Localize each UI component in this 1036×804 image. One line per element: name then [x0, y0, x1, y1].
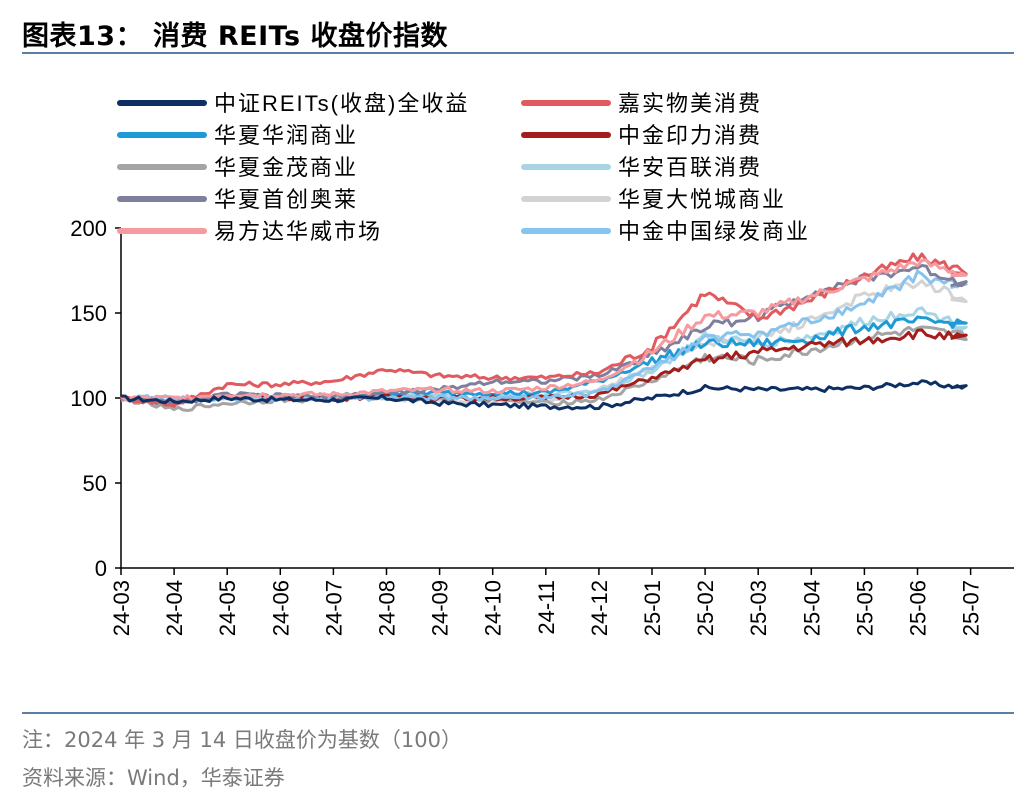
- series-line: [120, 379, 968, 411]
- legend-label: 中证REITs(收盘)全收益: [214, 91, 469, 116]
- x-tick-label: 25-07: [959, 580, 984, 636]
- legend-label: 华夏金茂商业: [214, 155, 358, 180]
- legend-label: 华夏大悦城商业: [618, 187, 786, 212]
- x-tick-label: 24-06: [268, 580, 293, 636]
- x-tick-label: 25-02: [693, 580, 718, 636]
- x-tick-label: 24-07: [321, 580, 346, 636]
- legend-label: 华夏首创奥莱: [214, 187, 358, 212]
- series-line: [120, 252, 968, 408]
- x-tick-label: 24-10: [481, 580, 506, 636]
- series-line: [120, 258, 968, 402]
- data-source: 资料来源：Wind，华泰证券: [22, 766, 285, 790]
- x-tick-label: 24-09: [428, 580, 453, 636]
- legend-label: 易方达华威市场: [214, 219, 382, 244]
- legend-label: 中金印力消费: [618, 123, 762, 148]
- y-tick-label: 150: [70, 301, 107, 326]
- y-tick-label: 0: [95, 556, 107, 581]
- x-tick-label: 25-03: [746, 580, 771, 636]
- legend-label: 中金中国绿发商业: [618, 219, 810, 244]
- x-tick-label: 24-12: [587, 580, 612, 636]
- x-tick-label: 24-03: [109, 580, 134, 636]
- x-tick-label: 25-04: [799, 580, 824, 636]
- legend-label: 嘉实物美消费: [618, 91, 762, 116]
- x-tick-label: 25-01: [640, 580, 665, 636]
- series-line: [120, 325, 968, 412]
- notes-divider: [22, 712, 1014, 714]
- x-tick-label: 24-05: [215, 580, 240, 636]
- figure-title: 图表13： 消费 REITs 收盘价指数: [22, 21, 448, 52]
- y-tick-label: 100: [70, 386, 107, 411]
- legend-label: 华安百联消费: [618, 155, 762, 180]
- legend-label: 华夏华润商业: [214, 123, 358, 148]
- x-tick-label: 24-04: [162, 580, 187, 636]
- chart-axes: 0 50 100 150 200 24-03 24-04 24-05 24-06 24-07 24-…: [70, 216, 1014, 636]
- x-tick-label: 25-05: [852, 580, 877, 636]
- line-chart: 0 50 100 150 200 24-03 24-04 24-05 24-06 24-07 24-…: [70, 91, 1014, 636]
- y-tick-label: 200: [70, 216, 107, 241]
- x-tick-label: 24-08: [375, 580, 400, 636]
- chart-series: [120, 252, 968, 412]
- y-tick-label: 50: [83, 471, 107, 496]
- chart-note: 注：2024 年 3 月 14 日收盘价为基数（100）: [22, 728, 462, 752]
- x-tick-label: 24-11: [534, 580, 559, 635]
- x-tick-label: 25-06: [906, 580, 931, 636]
- title-divider: [22, 52, 1014, 54]
